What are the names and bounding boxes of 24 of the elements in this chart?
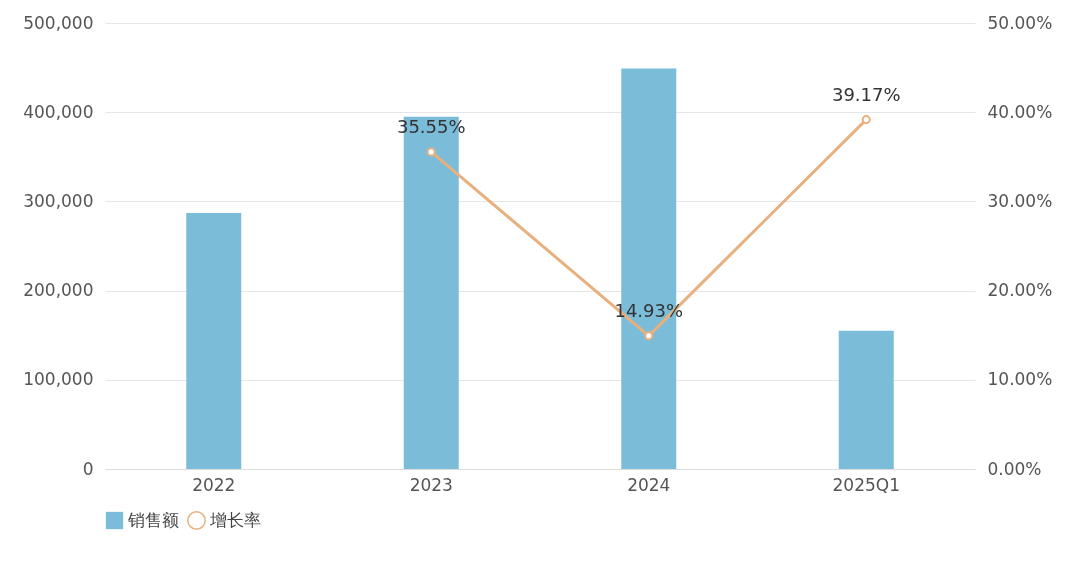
data-label: 39.17% xyxy=(831,83,901,105)
y2-tick-label: 50.00% xyxy=(987,12,1053,33)
y-tick-label: 200,000 xyxy=(23,280,94,301)
y-tick-label: 300,000 xyxy=(23,190,94,211)
bar xyxy=(838,330,894,469)
y2-tick-label: 40.00% xyxy=(987,101,1053,122)
x-tick-label: 2025Q1 xyxy=(832,474,900,495)
legend-label: 增长率 xyxy=(209,509,261,530)
y-tick-label: 100,000 xyxy=(23,369,94,390)
x-tick-label: 2023 xyxy=(409,474,453,495)
x-tick-label: 2024 xyxy=(627,474,671,495)
point xyxy=(644,331,654,341)
y-tick-label: 400,000 xyxy=(23,101,94,122)
y-tick-label: 500,000 xyxy=(23,12,94,33)
y2-tick-label: 0.00% xyxy=(987,458,1042,479)
y2-tick-label: 20.00% xyxy=(987,280,1053,301)
y2-tick-label: 10.00% xyxy=(987,369,1053,390)
x-tick-label: 2022 xyxy=(192,474,236,495)
point xyxy=(426,147,436,157)
bar xyxy=(186,213,242,469)
y2-tick-label: 30.00% xyxy=(987,190,1053,211)
legend-label: 销售额 xyxy=(127,509,179,530)
y-tick-label: 0 xyxy=(82,458,94,479)
point xyxy=(861,115,871,125)
